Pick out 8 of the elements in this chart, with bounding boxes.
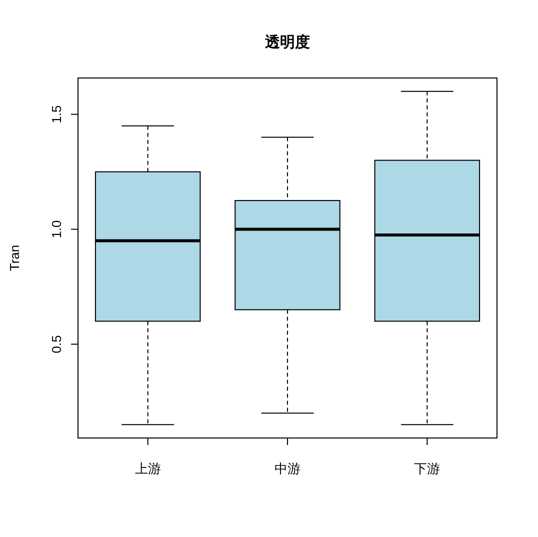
- y-axis-title: Tran: [7, 244, 22, 272]
- chart-title: 透明度: [264, 33, 310, 51]
- x-tick-label: 中游: [274, 462, 300, 477]
- y-tick-label: 1.0: [49, 220, 64, 238]
- x-tick-label: 上游: [134, 462, 161, 477]
- y-tick-label: 1.5: [49, 105, 64, 124]
- y-tick-label: 0.5: [49, 335, 64, 354]
- x-tick-label: 下游: [414, 462, 440, 477]
